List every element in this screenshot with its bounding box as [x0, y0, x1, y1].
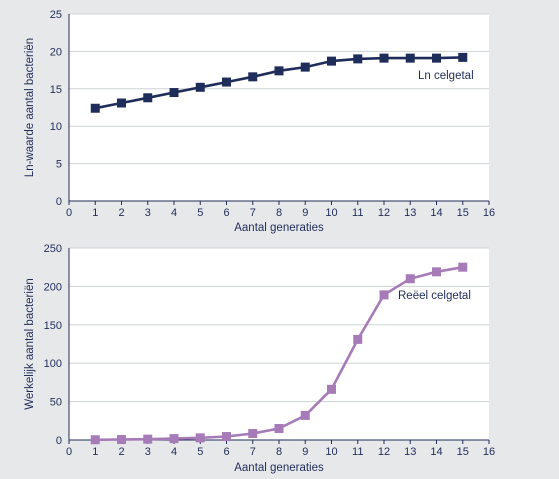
x-tick-label: 0	[66, 207, 72, 219]
y-axis-title-top: Ln-waarde aantal bacteriën	[24, 38, 36, 177]
x-tick-label: 5	[197, 446, 203, 458]
data-point-marker	[274, 66, 284, 76]
data-point-marker	[405, 53, 415, 63]
x-tick-label: 8	[276, 446, 282, 458]
x-tick-label: 3	[145, 207, 151, 219]
x-tick-label: 16	[483, 207, 495, 219]
x-tick-label: 1	[92, 207, 98, 219]
x-tick-label: 15	[457, 207, 469, 219]
y-tick-label: 5	[56, 159, 62, 171]
data-point-marker	[195, 82, 205, 92]
series-label-reeel-celgetal: Reëel celgetal	[398, 290, 471, 302]
x-axis-title-top: Aantal generaties	[234, 222, 324, 234]
data-point-marker	[169, 434, 179, 444]
x-tick-label: 12	[378, 446, 390, 458]
x-tick-label: 4	[171, 446, 177, 458]
x-tick-label: 10	[325, 446, 337, 458]
x-tick-label: 2	[118, 446, 124, 458]
data-point-marker	[379, 53, 389, 63]
x-tick-label: 16	[483, 446, 495, 458]
data-point-marker	[248, 428, 258, 438]
x-tick-label: 8	[276, 207, 282, 219]
y-tick-label: 25	[50, 9, 62, 21]
data-point-marker	[432, 53, 441, 63]
x-ticks-top: 0 1 2 3 4 5 6 7 8 9 10 11 12 13 14 15 16	[66, 201, 495, 219]
x-tick-label: 9	[302, 207, 308, 219]
x-tick-label: 11	[352, 446, 363, 458]
data-point-marker	[379, 290, 389, 300]
series-reeel-celgetal	[90, 262, 468, 445]
y-tick-label: 20	[50, 46, 62, 58]
x-axis-title-bottom: Aantal generaties	[234, 462, 324, 474]
x-tick-label: 6	[223, 446, 229, 458]
y-tick-label: 200	[44, 281, 62, 293]
data-point-marker	[274, 423, 284, 433]
x-ticks-bottom: 0 1 2 3 4 5 6 7 8 9 10 11 12 13 14 15 16	[66, 440, 495, 458]
x-tick-label: 14	[430, 207, 442, 219]
data-point-marker	[169, 88, 179, 98]
data-point-marker	[432, 267, 441, 277]
data-point-marker	[143, 93, 153, 103]
x-tick-label: 1	[92, 446, 98, 458]
data-point-marker	[327, 56, 336, 66]
x-tick-label: 12	[378, 207, 390, 219]
y-ticks-bottom: 0 50 100 150 200 250	[44, 243, 62, 447]
x-tick-label: 4	[171, 207, 177, 219]
data-point-marker	[405, 274, 415, 284]
x-tick-label: 15	[457, 446, 469, 458]
y-tick-label: 0	[56, 435, 62, 447]
x-tick-label: 7	[250, 207, 256, 219]
data-point-marker	[248, 72, 258, 82]
plot-area-top	[69, 14, 489, 201]
y-tick-label: 250	[44, 243, 62, 255]
data-point-marker	[143, 434, 153, 444]
series-ln-celgetal	[90, 52, 468, 113]
y-tick-label: 150	[44, 320, 62, 332]
y-tick-label: 0	[56, 196, 62, 208]
y-ticks-top: 0 5 10 15 20 25	[50, 9, 62, 208]
x-tick-label: 14	[430, 446, 442, 458]
x-tick-label: 13	[404, 446, 416, 458]
data-point-marker	[117, 435, 126, 445]
data-point-marker	[300, 62, 310, 72]
y-tick-label: 15	[50, 84, 62, 96]
plot-area-bottom	[69, 248, 489, 440]
data-point-marker	[117, 98, 126, 108]
x-tick-label: 11	[352, 207, 363, 219]
y-axis-title-bottom: Werkelijk aantal bacteriën	[24, 278, 36, 409]
data-point-marker	[90, 103, 100, 113]
data-point-marker	[90, 435, 100, 445]
data-point-marker	[195, 433, 205, 443]
data-point-marker	[458, 52, 468, 62]
data-point-marker	[300, 410, 310, 420]
data-point-marker	[222, 77, 231, 87]
x-tick-label: 5	[197, 207, 203, 219]
x-tick-label: 6	[223, 207, 229, 219]
x-tick-label: 3	[145, 446, 151, 458]
x-tick-label: 2	[118, 207, 124, 219]
data-point-marker	[353, 54, 363, 64]
gridlines-bottom	[69, 247, 489, 403]
x-tick-label: 9	[302, 446, 308, 458]
gridlines-top	[69, 13, 489, 165]
data-point-marker	[353, 334, 363, 344]
data-point-marker	[222, 432, 231, 442]
x-tick-label: 0	[66, 446, 72, 458]
x-tick-label: 13	[404, 207, 416, 219]
data-point-marker	[327, 384, 336, 394]
x-tick-label: 10	[325, 207, 337, 219]
y-tick-label: 50	[50, 397, 62, 409]
y-tick-label: 100	[44, 358, 62, 370]
y-tick-label: 10	[50, 121, 62, 133]
x-tick-label: 7	[250, 446, 256, 458]
data-point-marker	[458, 262, 468, 272]
series-label-ln-celgetal: Ln celgetal	[418, 70, 474, 82]
